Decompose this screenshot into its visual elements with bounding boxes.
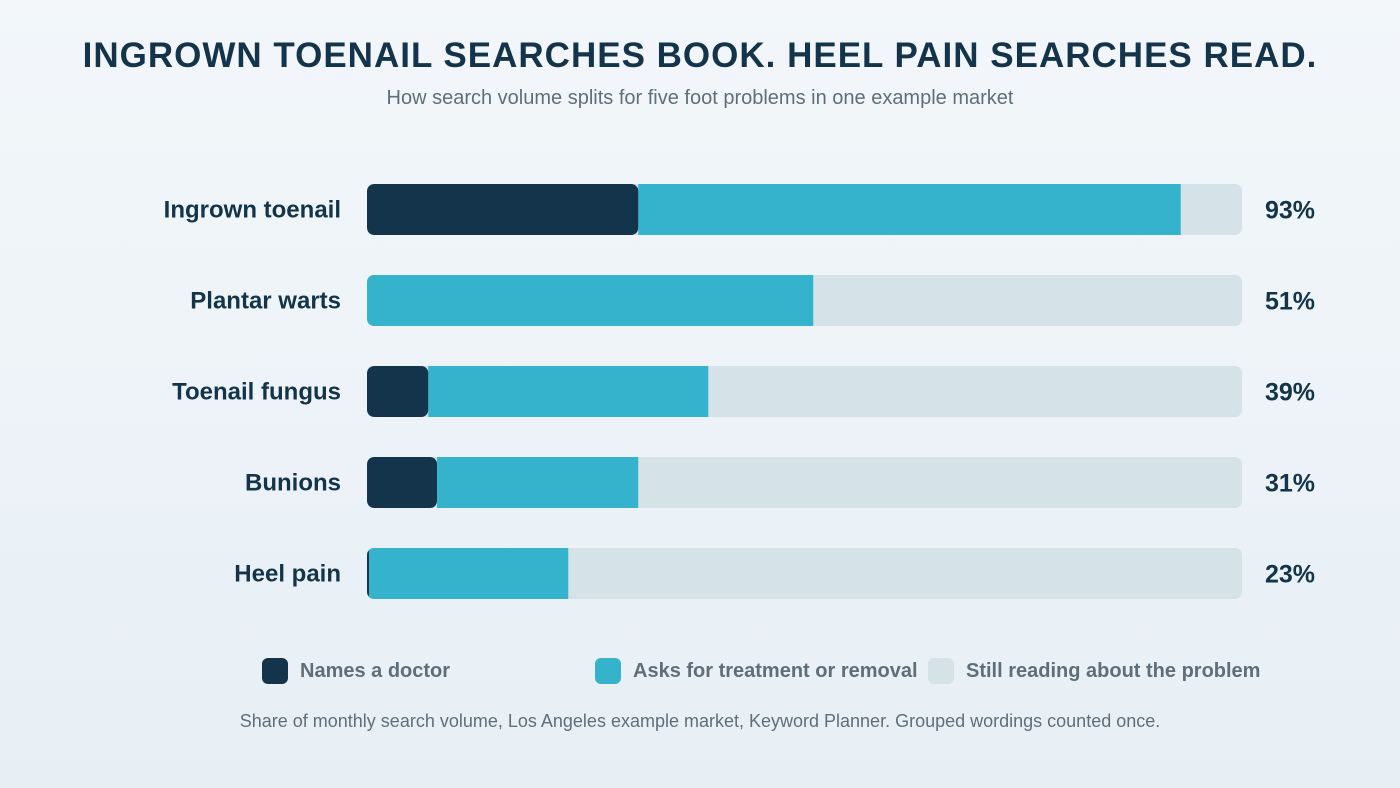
- legend-item-treatment: Asks for treatment or removal: [595, 657, 918, 685]
- total-label-heel-pain: 23%: [1265, 561, 1315, 589]
- legend-swatch-doctor: [262, 658, 288, 684]
- legend-label-doctor: Names a doctor: [300, 659, 451, 682]
- bar-row-ingrown-toenail: [367, 184, 1242, 235]
- bar-segment-doctor-bunions: [367, 457, 437, 508]
- category-label-ingrown-toenail: Ingrown toenail: [164, 197, 341, 224]
- legend-item-doctor: Names a doctor: [262, 657, 450, 685]
- category-label-plantar-warts: Plantar warts: [190, 288, 341, 315]
- bar-row-toenail-fungus: [367, 366, 1242, 417]
- bar-row-bunions: [367, 457, 1242, 508]
- chart-footnote: Share of monthly search volume, Los Ange…: [239, 711, 1161, 731]
- bar-segment-doctor-ingrown-toenail: [367, 184, 639, 235]
- total-label-toenail-fungus: 39%: [1265, 379, 1315, 407]
- total-label-plantar-warts: 51%: [1265, 288, 1315, 316]
- bar-segment-doctor-toenail-fungus: [367, 366, 429, 417]
- bar-segment-treatment-plantar-warts: [367, 275, 814, 326]
- category-label-heel-pain: Heel pain: [234, 561, 341, 588]
- legend-item-reading: Still reading about the problem: [928, 657, 1260, 685]
- chart-legend: Names a doctor Asks for treatment or rem…: [0, 657, 1400, 685]
- bar-segment-treatment-bunions: [437, 457, 639, 508]
- bar-segment-treatment-heel-pain: [368, 548, 569, 599]
- legend-swatch-treatment: [595, 658, 621, 684]
- bar-segment-doctor-heel-pain: [367, 548, 369, 599]
- bar-segment-treatment-ingrown-toenail: [638, 184, 1181, 235]
- total-label-ingrown-toenail: 93%: [1265, 197, 1315, 225]
- chart-title: INGROWN TOENAIL SEARCHES BOOK. HEEL PAIN…: [82, 36, 1318, 75]
- category-label-toenail-fungus: Toenail fungus: [172, 379, 341, 406]
- legend-label-treatment: Asks for treatment or removal: [633, 659, 918, 682]
- total-label-bunions: 31%: [1265, 470, 1315, 498]
- bar-row-heel-pain: [367, 548, 1242, 599]
- bar-segment-treatment-toenail-fungus: [428, 366, 709, 417]
- stacked-bar-chart: Ingrown toenail 93% Plantar warts 51% Toenai…: [164, 184, 1315, 599]
- legend-swatch-reading: [928, 658, 954, 684]
- bar-row-plantar-warts: [367, 275, 1242, 326]
- category-label-bunions: Bunions: [245, 470, 341, 497]
- chart-subtitle: How search volume splits for five foot p…: [386, 87, 1014, 109]
- legend-label-reading: Still reading about the problem: [966, 659, 1261, 682]
